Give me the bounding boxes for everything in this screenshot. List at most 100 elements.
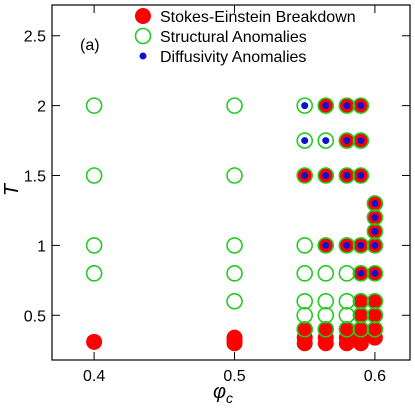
legend-label-stokes-einstein: Stokes-Einstein Breakdown	[160, 9, 356, 26]
series-structural-anomalies	[85, 97, 384, 338]
data-point	[338, 97, 356, 114]
y-tick-label: 1	[37, 238, 46, 255]
data-point	[296, 132, 314, 149]
data-point	[366, 307, 383, 324]
x-tick-label: 0.4	[83, 368, 105, 385]
data-point	[357, 102, 365, 110]
data-point	[226, 237, 243, 254]
data-point	[301, 102, 309, 110]
data-point	[338, 321, 355, 338]
data-point	[352, 167, 370, 184]
data-point	[352, 132, 370, 149]
data-point	[85, 167, 103, 184]
data-point	[317, 321, 334, 338]
data-point	[338, 292, 356, 310]
legend-marker-diffusivity	[139, 52, 147, 60]
data-point	[338, 167, 356, 184]
panel-label: (a)	[80, 37, 100, 54]
data-point	[85, 237, 103, 254]
x-axis-label-subscript: c	[226, 390, 233, 406]
data-point	[366, 195, 384, 212]
data-point	[352, 306, 370, 324]
data-point	[343, 241, 351, 249]
y-axis-label: T	[1, 182, 23, 196]
data-point	[352, 321, 369, 338]
data-point	[366, 223, 384, 240]
data-point	[226, 97, 243, 114]
x-axis-label-main: φ	[213, 381, 226, 403]
data-point	[338, 237, 356, 254]
data-point	[366, 306, 384, 324]
data-point	[366, 292, 384, 310]
data-point	[343, 102, 351, 110]
data-point	[343, 172, 351, 180]
data-point	[85, 97, 103, 114]
data-marks	[85, 97, 384, 352]
data-point	[371, 199, 379, 207]
legend-label-structural: Structural Anomalies	[160, 29, 307, 46]
data-point	[317, 132, 335, 149]
x-tick-label: 0.6	[364, 368, 386, 385]
legend-marker-stokes-einstein	[135, 8, 151, 24]
x-axis-label: φc	[213, 381, 233, 406]
data-point	[296, 265, 314, 282]
data-point	[322, 137, 330, 145]
series-diffusivity-anomalies	[301, 102, 379, 277]
axis-ticks: 0.4 0.5 0.6 0.5 1 1.5 2 2.5	[24, 5, 410, 385]
legend-marker-structural	[134, 27, 152, 45]
data-point	[352, 320, 370, 338]
legend-label-diffusivity: Diffusivity Anomalies	[160, 49, 306, 66]
data-point	[322, 102, 330, 110]
data-point	[338, 320, 356, 338]
data-point	[226, 292, 243, 310]
data-point	[317, 265, 335, 282]
data-point	[352, 292, 370, 310]
data-point	[371, 269, 379, 277]
data-point	[352, 97, 370, 114]
data-point	[371, 213, 379, 221]
data-point	[366, 265, 384, 282]
data-point	[371, 227, 379, 235]
data-point	[317, 320, 335, 338]
y-tick-label: 0.5	[24, 308, 46, 325]
data-point	[317, 306, 335, 324]
y-tick-label: 1.5	[24, 169, 46, 186]
data-point	[317, 167, 335, 184]
data-point	[352, 265, 370, 282]
data-point	[357, 241, 365, 249]
data-point	[296, 320, 314, 338]
legend: Stokes-Einstein Breakdown Structural Ano…	[134, 8, 356, 66]
data-point	[322, 241, 330, 249]
data-point	[226, 329, 243, 346]
data-point	[357, 172, 365, 180]
data-point	[357, 137, 365, 145]
y-tick-label: 2.5	[24, 29, 46, 46]
data-point	[85, 265, 103, 282]
data-point	[352, 293, 369, 310]
data-point	[317, 237, 335, 254]
data-point	[338, 132, 356, 149]
data-point	[226, 167, 243, 184]
y-tick-label: 2	[37, 99, 46, 116]
data-point	[366, 321, 383, 338]
data-point	[366, 293, 383, 310]
x-tick-label: 0.5	[223, 368, 245, 385]
data-point	[343, 137, 351, 145]
data-point	[338, 306, 356, 324]
data-point	[352, 237, 370, 254]
data-point	[357, 269, 365, 277]
data-point	[322, 172, 330, 180]
data-point	[296, 306, 314, 324]
data-point	[366, 209, 384, 226]
data-point	[296, 292, 314, 310]
data-point	[338, 265, 356, 282]
data-point	[317, 97, 335, 114]
data-point	[352, 307, 369, 324]
data-point	[301, 172, 309, 180]
data-point	[371, 241, 379, 249]
data-point	[301, 137, 309, 145]
data-point	[296, 237, 314, 254]
data-point	[317, 292, 335, 310]
data-point	[296, 321, 313, 338]
